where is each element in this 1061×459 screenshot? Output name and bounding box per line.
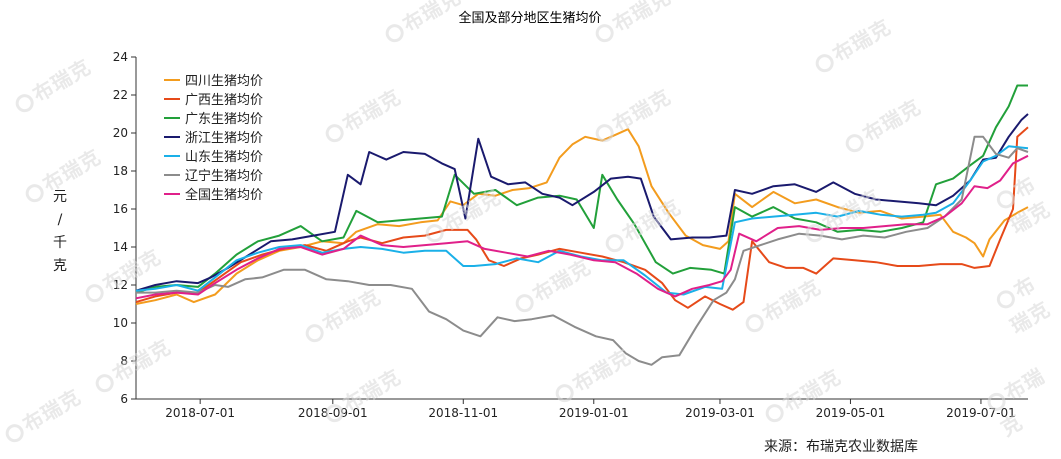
x-tick-label: 2018-11-01 — [428, 406, 498, 420]
legend-label: 广东生猪均价 — [185, 112, 263, 127]
legend-item: 浙江生猪均价 — [164, 131, 263, 146]
series-line-2 — [135, 126, 1029, 311]
chart-title: 全国及部分地区生猪均价 — [458, 10, 601, 26]
legend: 四川生猪均价广西生猪均价广东生猪均价浙江生猪均价山东生猪均价辽宁生猪均价全国生猪… — [164, 74, 263, 203]
x-tick-label: 2019-03-01 — [685, 406, 755, 420]
y-tick-label: 16 — [113, 202, 128, 216]
y-axis-label: 元 / 千克 — [53, 189, 67, 274]
x-tick-label: 2019-01-01 — [559, 406, 629, 420]
series-line-6 — [136, 135, 1029, 366]
legend-label: 四川生猪均价 — [185, 74, 263, 89]
x-tick-label: 2019-07-01 — [946, 406, 1016, 420]
y-tick-label: 22 — [113, 88, 128, 102]
y-tick-label: 24 — [113, 50, 128, 64]
x-tick-label: 2018-07-01 — [165, 406, 235, 420]
y-tick-label: 6 — [120, 392, 128, 406]
y-tick-label: 12 — [113, 278, 128, 292]
legend-item: 全国生猪均价 — [164, 187, 263, 203]
legend-label: 广西生猪均价 — [185, 93, 263, 108]
axes: 6 8 10 12 14 16 18 20 22 24 2018-07-01 2018-09-01 20… — [113, 50, 1028, 420]
y-axis-label-char: 克 — [53, 258, 67, 274]
plot-area — [135, 84, 1029, 366]
y-tick-label: 20 — [113, 126, 128, 140]
legend-label: 山东生猪均价 — [185, 150, 263, 165]
source-note: 来源：布瑞克农业数据库 — [764, 439, 918, 455]
x-tick-label: 2018-09-01 — [298, 406, 368, 420]
series-line-7 — [135, 154, 1029, 300]
y-axis-label-char: 元 — [53, 189, 67, 205]
y-tick-label: 8 — [120, 354, 128, 368]
legend-item: 辽宁生猪均价 — [164, 168, 263, 184]
y-tick-label: 18 — [113, 164, 128, 178]
legend-label: 辽宁生猪均价 — [185, 168, 263, 184]
y-tick-label: 14 — [113, 240, 128, 254]
legend-item: 山东生猪均价 — [164, 150, 263, 165]
legend-item: 四川生猪均价 — [164, 74, 263, 89]
y-tick-label: 10 — [113, 316, 128, 330]
x-tick-label: 2019-05-01 — [816, 406, 886, 420]
legend-label: 全国生猪均价 — [185, 187, 263, 203]
legend-item: 广东生猪均价 — [164, 112, 263, 127]
y-axis-label-char: / — [58, 212, 63, 228]
y-axis-label-char: 千 — [53, 235, 67, 251]
legend-label: 浙江生猪均价 — [185, 131, 263, 146]
series-line-4 — [135, 113, 1029, 292]
legend-item: 广西生猪均价 — [164, 93, 263, 108]
